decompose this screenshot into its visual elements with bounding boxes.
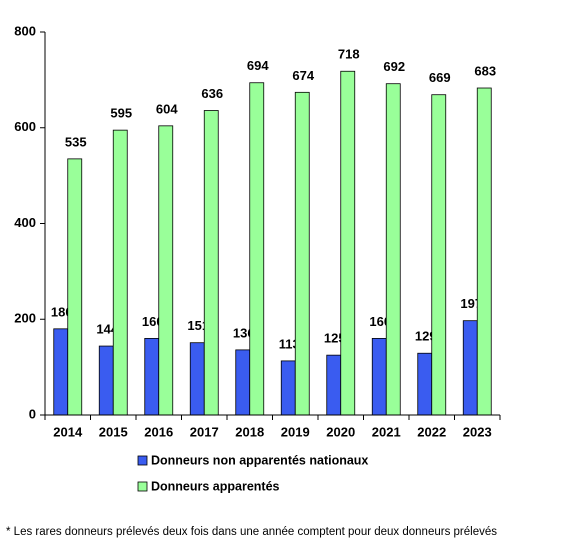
bar bbox=[476, 87, 492, 416]
legend-label: Donneurs apparentés bbox=[151, 479, 280, 493]
x-tick-label: 2016 bbox=[144, 424, 173, 439]
value-label: 180 bbox=[51, 304, 73, 319]
bar bbox=[294, 91, 310, 416]
x-tick-label: 2018 bbox=[235, 424, 264, 439]
value-label: 636 bbox=[201, 86, 223, 101]
value-label: 669 bbox=[429, 70, 451, 85]
value-label: 197 bbox=[460, 296, 482, 311]
bar bbox=[326, 354, 342, 416]
value-label: 604 bbox=[156, 101, 178, 116]
x-tick-label: 2015 bbox=[99, 424, 128, 439]
bar bbox=[53, 328, 69, 416]
y-tick-label: 400 bbox=[14, 215, 36, 230]
value-label: 718 bbox=[338, 47, 360, 62]
x-tick-label: 2019 bbox=[281, 424, 310, 439]
legend-swatch bbox=[137, 481, 148, 492]
value-label: 694 bbox=[247, 58, 269, 73]
bar bbox=[235, 349, 251, 416]
bar bbox=[417, 352, 433, 416]
x-tick-label: 2017 bbox=[190, 424, 219, 439]
y-tick-label: 800 bbox=[14, 23, 36, 38]
value-label: 125 bbox=[324, 331, 346, 346]
x-tick-label: 2023 bbox=[463, 424, 492, 439]
y-tick-label: 0 bbox=[29, 406, 36, 421]
bar bbox=[112, 129, 128, 416]
bar bbox=[385, 83, 401, 416]
bar bbox=[67, 158, 83, 416]
bar bbox=[203, 110, 219, 416]
value-label: 113 bbox=[279, 336, 300, 351]
footnote: * Les rares donneurs prélevés deux fois … bbox=[6, 526, 497, 538]
x-tick-label: 2014 bbox=[53, 424, 83, 439]
value-label: 160 bbox=[142, 314, 164, 329]
value-label: 692 bbox=[383, 59, 405, 74]
x-tick-label: 2021 bbox=[372, 424, 401, 439]
legend-label: Donneurs non apparentés nationaux bbox=[151, 453, 368, 467]
legend-swatch bbox=[137, 455, 148, 466]
value-label: 151 bbox=[187, 318, 209, 333]
value-label: 674 bbox=[292, 68, 314, 83]
x-tick-label: 2020 bbox=[326, 424, 355, 439]
bar bbox=[371, 337, 387, 416]
bar bbox=[340, 70, 356, 416]
bar bbox=[462, 320, 478, 416]
bar bbox=[158, 125, 174, 416]
bar bbox=[249, 82, 265, 416]
y-tick-label: 600 bbox=[14, 119, 36, 134]
bar bbox=[144, 337, 160, 416]
bar bbox=[431, 94, 447, 416]
value-label: 129 bbox=[415, 329, 437, 344]
value-label: 595 bbox=[110, 106, 132, 121]
bar bbox=[98, 345, 114, 416]
value-label: 136 bbox=[233, 325, 255, 340]
value-label: 535 bbox=[65, 134, 87, 149]
bar bbox=[280, 360, 296, 416]
value-label: 160 bbox=[369, 314, 391, 329]
value-label: 683 bbox=[474, 63, 496, 78]
bar bbox=[189, 342, 205, 416]
y-tick-label: 200 bbox=[14, 311, 36, 326]
x-tick-label: 2022 bbox=[417, 424, 446, 439]
